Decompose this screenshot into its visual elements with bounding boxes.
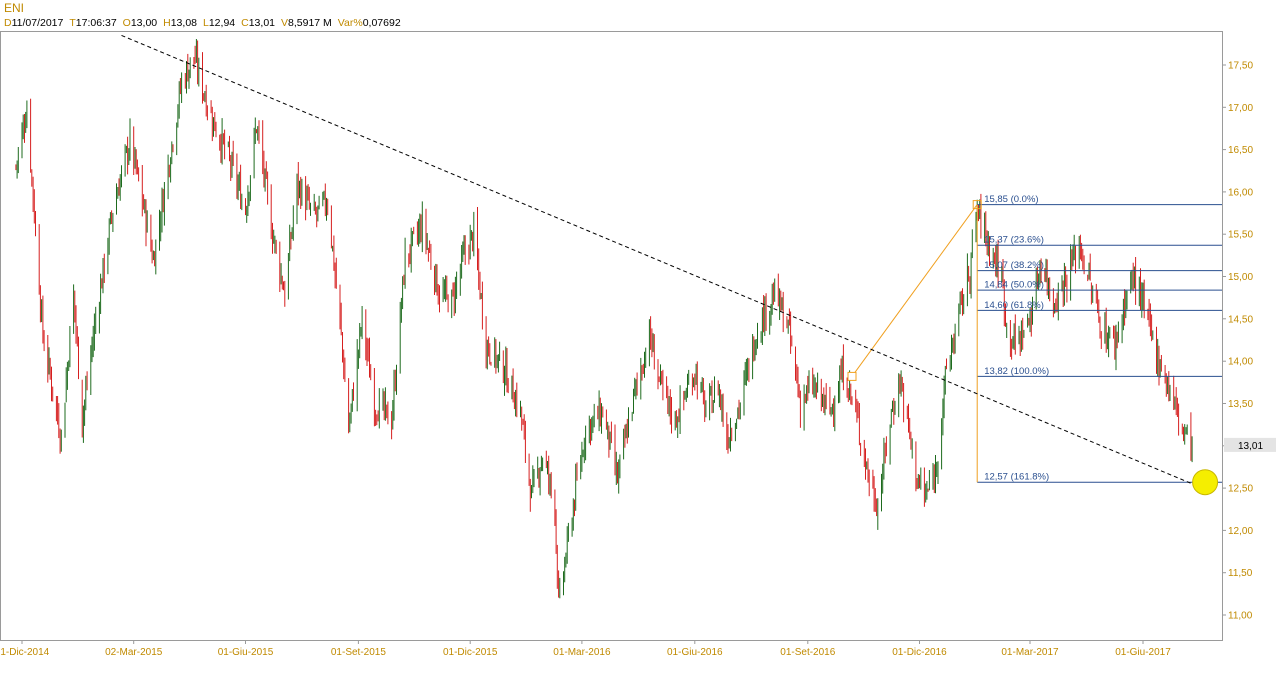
- fib-anchor-high-handle[interactable]: [972, 200, 982, 210]
- fib-level-label: 14,60 (61.8%): [984, 300, 1044, 311]
- readout-key: L: [203, 17, 209, 29]
- last-price-label: 13,01: [1238, 441, 1263, 452]
- symbol-title: ENI: [4, 1, 24, 15]
- fib-level-label: 15,37 (23.6%): [984, 235, 1044, 246]
- last-price-box: [1224, 437, 1276, 452]
- date-tick-label: 01-Mar-2017: [1001, 647, 1059, 658]
- fib-level-label: 12,57 (161.8%): [984, 472, 1049, 483]
- price-tick-label: 14,00: [1228, 357, 1253, 368]
- target-marker-layer[interactable]: [1192, 469, 1219, 496]
- readout-key: Var%: [338, 17, 363, 29]
- readout-key: D: [4, 17, 12, 29]
- price-tick-label: 16,50: [1228, 145, 1253, 156]
- date-tick-label: 01-Giu-2015: [218, 647, 274, 658]
- date-tick-label: 01-Giu-2016: [667, 647, 723, 658]
- fib-anchor-low-handle[interactable]: [847, 371, 857, 381]
- fib-level-label: 15,07 (38.2%): [984, 260, 1044, 271]
- readout-value: 17:06:37: [76, 17, 117, 29]
- readout-key: C: [241, 17, 249, 29]
- price-tick-label: 13,50: [1228, 399, 1253, 410]
- fibonacci-retracement[interactable]: 15,85 (0.0%) 15,37 (23.6%) 15,07 (38.2%) 14…: [847, 194, 1222, 483]
- readout-key: V: [281, 17, 288, 29]
- date-tick-label: 01-Giu-2017: [1115, 647, 1171, 658]
- fib-swing-line: [851, 204, 978, 377]
- readout-value: 11/07/2017: [12, 17, 64, 29]
- price-tick-label: 11,00: [1228, 611, 1253, 622]
- readout-value: 13,00: [131, 17, 157, 29]
- price-tick-label: 12,50: [1228, 484, 1253, 495]
- ohlc-readout: D11/07/2017 T17:06:37 O13,00 H13,08 L12,94 C1…: [4, 17, 401, 29]
- date-tick-label: 01-Set-2016: [780, 647, 835, 658]
- date-tick-label: 01-Mar-2016: [553, 647, 611, 658]
- date-tick-label: 01-Dic-2016: [892, 647, 947, 658]
- readout-value: 8,5917 M: [288, 17, 332, 29]
- readout-key: H: [163, 17, 171, 29]
- price-tick-label: 17,50: [1228, 61, 1253, 72]
- price-tick-label: 17,00: [1228, 103, 1253, 114]
- downtrend-line[interactable]: [121, 34, 1193, 485]
- price-tick-label: 12,00: [1228, 526, 1253, 537]
- target-highlight-marker[interactable]: [1192, 469, 1219, 496]
- trendline-layer[interactable]: [121, 34, 1193, 485]
- readout-value: 0,07692: [363, 17, 401, 29]
- readout-value: 13,08: [171, 17, 197, 29]
- price-tick-label: 11,50: [1228, 568, 1253, 579]
- fib-level-label: 14,84 (50.0%): [984, 280, 1044, 291]
- price-tick-label: 16,00: [1228, 187, 1253, 198]
- candles-layer: [15, 39, 1193, 599]
- date-tick-label: 01-Dic-2014: [0, 647, 50, 658]
- fib-level-label: 13,82 (100.0%): [984, 366, 1049, 377]
- plot-frame: [0, 31, 1223, 641]
- last-price-tag: 13,01: [1224, 437, 1276, 452]
- price-tick-label: 14,50: [1228, 314, 1253, 325]
- date-tick-label: 02-Mar-2015: [105, 647, 163, 658]
- readout-key: T: [69, 17, 76, 29]
- readout-value: 13,01: [249, 17, 275, 29]
- readout-key: O: [123, 17, 131, 29]
- price-tick-label: 15,50: [1228, 230, 1253, 241]
- date-tick-label: 01-Dic-2015: [443, 647, 498, 658]
- readout-value: 12,94: [209, 17, 235, 29]
- fib-level-label: 15,85 (0.0%): [984, 194, 1038, 205]
- price-tick-label: 15,00: [1228, 272, 1253, 283]
- date-axis: 01-Dic-2014 02-Mar-2015 01-Giu-2015 01-Set-…: [0, 640, 1171, 658]
- date-tick-label: 01-Set-2015: [331, 647, 386, 658]
